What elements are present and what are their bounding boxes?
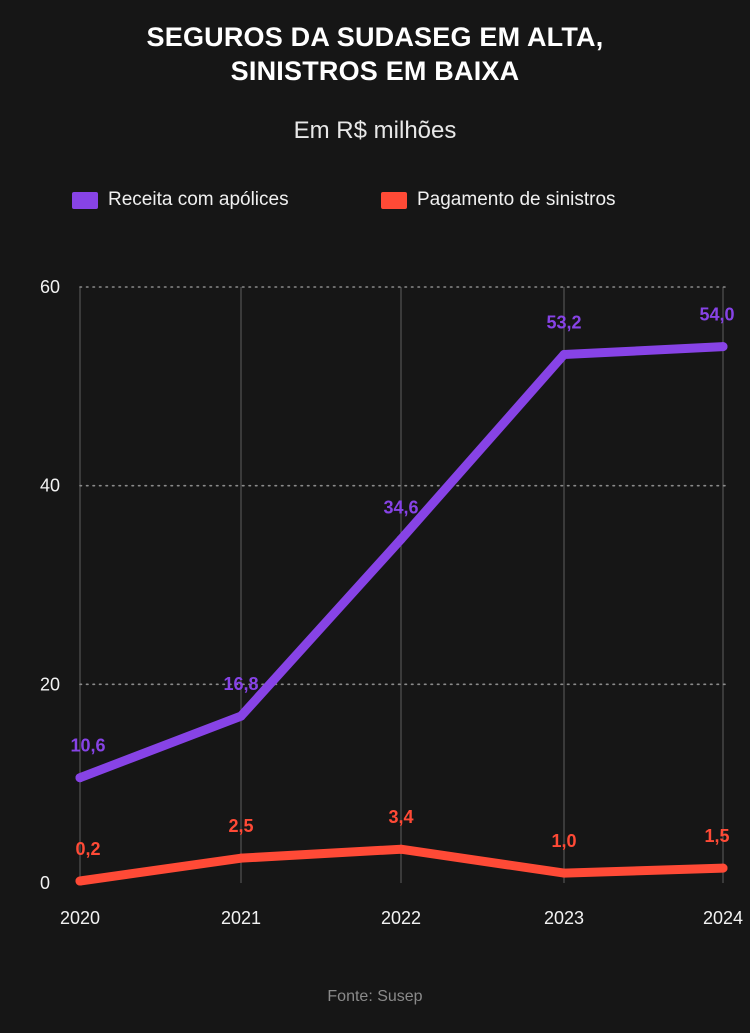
data-label-sinistros: 0,2 — [75, 839, 100, 859]
data-point-receita — [396, 534, 406, 544]
y-tick-label: 20 — [40, 674, 60, 694]
data-point-receita — [236, 711, 246, 721]
chart-subtitle: Em R$ milhões — [293, 117, 457, 144]
data-point-sinistros — [559, 868, 569, 878]
legend-item-sinistros: Pagamento de sinistros — [381, 189, 616, 211]
legend: Receita com apólices Pagamento de sinist… — [0, 189, 750, 217]
legend-label-receita: Receita com apólices — [108, 189, 289, 210]
data-point-sinistros — [75, 876, 85, 886]
data-label-receita: 53,2 — [546, 313, 581, 333]
x-tick-label: 2022 — [381, 908, 421, 928]
x-tick-label: 2021 — [221, 908, 261, 928]
y-tick-label: 40 — [40, 476, 60, 496]
data-point-sinistros — [236, 853, 246, 863]
data-label-sinistros: 1,0 — [551, 831, 576, 851]
x-tick-label: 2024 — [703, 908, 743, 928]
legend-swatch-sinistros — [381, 191, 407, 209]
data-label-receita: 16,8 — [223, 674, 258, 694]
data-point-sinistros — [718, 863, 728, 873]
title-line-2: SINISTROS EM BAIXA — [230, 56, 520, 86]
data-point-receita — [75, 773, 85, 783]
source-note: Fonte: Susep — [327, 988, 423, 1005]
chart-title: SEGUROS DA SUDASEG EM ALTA, SINISTROS EM… — [0, 20, 750, 88]
legend-item-receita: Receita com apólices — [72, 189, 289, 211]
data-label-receita: 54,0 — [699, 305, 734, 325]
data-label-sinistros: 2,5 — [228, 816, 253, 836]
data-label-sinistros: 1,5 — [704, 826, 729, 846]
data-point-receita — [559, 350, 569, 360]
legend-swatch-receita — [72, 191, 98, 209]
x-tick-label: 2020 — [60, 908, 100, 928]
data-label-receita: 10,6 — [70, 736, 105, 756]
data-label-sinistros: 3,4 — [388, 807, 413, 827]
y-tick-label: 60 — [40, 277, 60, 297]
data-point-receita — [718, 342, 728, 352]
x-tick-label: 2023 — [544, 908, 584, 928]
y-tick-label: 0 — [40, 873, 50, 893]
data-point-sinistros — [396, 844, 406, 854]
legend-label-sinistros: Pagamento de sinistros — [417, 189, 616, 210]
title-line-1: SEGUROS DA SUDASEG EM ALTA, — [146, 22, 604, 52]
data-label-receita: 34,6 — [383, 497, 418, 517]
